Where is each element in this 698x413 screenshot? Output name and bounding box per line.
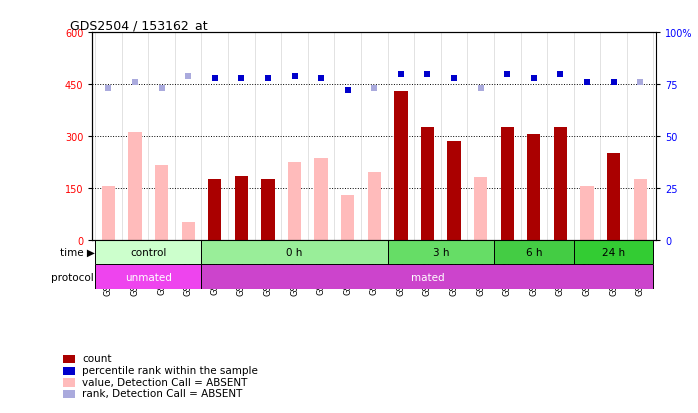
Bar bbox=[102, 187, 115, 240]
Bar bbox=[261, 180, 274, 240]
Text: 3 h: 3 h bbox=[433, 247, 449, 257]
Text: 24 h: 24 h bbox=[602, 247, 625, 257]
Text: protocol ▶: protocol ▶ bbox=[51, 272, 105, 282]
Bar bbox=[474, 178, 487, 240]
Bar bbox=[341, 195, 355, 240]
Text: unmated: unmated bbox=[125, 272, 172, 282]
Bar bbox=[574, 240, 653, 265]
Bar bbox=[500, 128, 514, 240]
Text: mated: mated bbox=[410, 272, 445, 282]
Bar bbox=[387, 240, 494, 265]
Bar bbox=[447, 142, 461, 240]
Text: control: control bbox=[130, 247, 167, 257]
Bar bbox=[634, 180, 647, 240]
Bar bbox=[315, 159, 328, 240]
Bar bbox=[580, 187, 593, 240]
Bar bbox=[527, 135, 540, 240]
Bar bbox=[554, 128, 567, 240]
Text: value, Detection Call = ABSENT: value, Detection Call = ABSENT bbox=[82, 377, 248, 387]
Bar bbox=[368, 173, 381, 240]
Bar bbox=[394, 92, 408, 240]
Text: 6 h: 6 h bbox=[526, 247, 542, 257]
Text: time ▶: time ▶ bbox=[60, 247, 95, 257]
Bar bbox=[494, 240, 574, 265]
Bar bbox=[181, 223, 195, 240]
Text: count: count bbox=[82, 354, 112, 363]
Text: rank, Detection Call = ABSENT: rank, Detection Call = ABSENT bbox=[82, 388, 243, 398]
Bar bbox=[95, 240, 202, 265]
Bar bbox=[95, 265, 202, 289]
Text: percentile rank within the sample: percentile rank within the sample bbox=[82, 365, 258, 375]
Bar bbox=[288, 162, 302, 240]
Text: 0 h: 0 h bbox=[286, 247, 303, 257]
Bar bbox=[235, 176, 248, 240]
Bar bbox=[155, 166, 168, 240]
Bar bbox=[607, 154, 621, 240]
Bar bbox=[421, 128, 434, 240]
Text: GDS2504 / 153162_at: GDS2504 / 153162_at bbox=[70, 19, 207, 32]
Bar bbox=[202, 240, 387, 265]
Bar bbox=[208, 180, 221, 240]
Bar bbox=[202, 265, 653, 289]
Bar bbox=[128, 133, 142, 240]
